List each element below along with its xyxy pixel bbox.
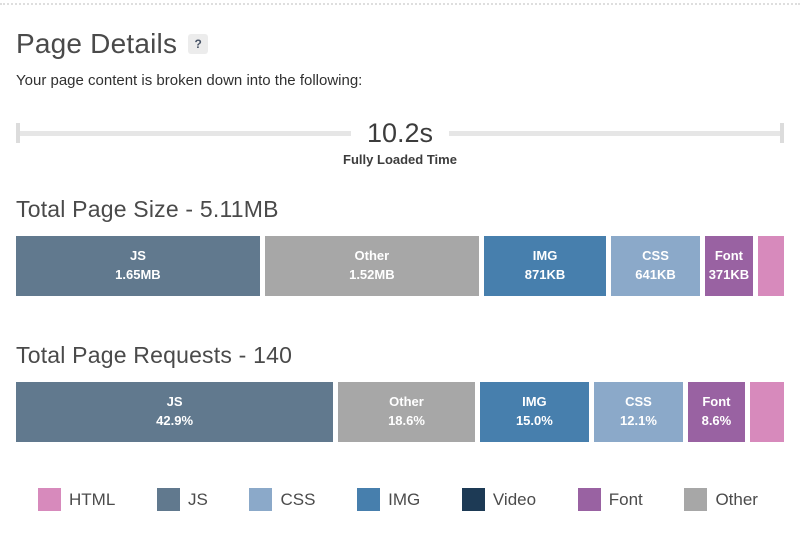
fully-loaded-time-label: Fully Loaded Time	[343, 151, 457, 167]
segment-label: Font 371KB	[708, 248, 750, 282]
segment-label: JS 42.9%	[156, 394, 194, 428]
size-segment-css: CSS 641KB	[611, 236, 700, 296]
segment-label: IMG 871KB	[524, 248, 566, 282]
legend: HTML JS CSS IMG Video Font Other	[16, 488, 784, 511]
segment-label: Other 1.52MB	[349, 248, 395, 282]
page-size-bar: JS 1.65MB Other 1.52MB IMG 871KB CSS 641…	[16, 236, 784, 296]
fully-loaded-time-value: 10.2s	[366, 117, 434, 148]
segment-label: CSS 641KB	[635, 248, 676, 282]
html-color-swatch	[38, 488, 61, 511]
legend-label: HTML	[69, 489, 116, 509]
segment-label: Other 18.6%	[388, 394, 425, 428]
css-color-swatch	[249, 488, 273, 511]
page-details-panel: Page Details ? Your page content is brok…	[0, 28, 800, 511]
legend-item-other: Other	[684, 488, 758, 511]
top-dotted-divider	[0, 3, 800, 5]
help-icon[interactable]: ?	[188, 34, 209, 54]
requests-segment-css: CSS 12.1%	[593, 382, 683, 442]
timeline-right-cap	[780, 123, 784, 143]
legend-item-css: CSS	[249, 488, 315, 511]
page-subtitle: Your page content is broken down into th…	[16, 72, 363, 89]
requests-segment-html	[749, 382, 784, 442]
video-color-swatch	[461, 488, 485, 511]
size-segment-img: IMG 871KB	[483, 236, 607, 296]
legend-item-font: Font	[577, 488, 643, 511]
timeline-center: 10.2s Fully Loaded Time	[343, 117, 457, 167]
size-segment-other: Other 1.52MB	[264, 236, 479, 296]
requests-segment-font: Font 8.6%	[688, 382, 745, 442]
page-title: Page Details	[16, 28, 178, 59]
requests-segment-js: JS 42.9%	[16, 382, 334, 442]
legend-label: CSS	[280, 489, 316, 509]
page-requests-bar: JS 42.9% Other 18.6% IMG 15.0% CSS 12.1%	[16, 382, 784, 442]
total-page-size-heading: Total Page Size - 5.11MB	[16, 196, 279, 222]
segment-label: IMG 15.0%	[515, 394, 553, 428]
header: Page Details ?	[16, 28, 784, 60]
fully-loaded-timeline: 10.2s Fully Loaded Time	[16, 118, 784, 167]
timeline-line-right	[449, 130, 780, 136]
requests-segment-other: Other 18.6%	[338, 382, 475, 442]
segment-label: JS 1.65MB	[115, 248, 161, 282]
js-color-swatch	[156, 488, 180, 511]
legend-item-video: Video	[461, 488, 537, 511]
img-color-swatch	[357, 488, 381, 511]
size-segment-font: Font 371KB	[704, 236, 754, 296]
font-color-swatch	[577, 488, 601, 511]
legend-label: JS	[187, 489, 208, 509]
total-page-requests-heading: Total Page Requests - 140	[16, 342, 293, 368]
size-segment-html	[758, 236, 784, 296]
timeline-left-cap	[16, 123, 20, 143]
segment-label: CSS 12.1%	[620, 394, 657, 428]
legend-item-js: JS	[156, 488, 208, 511]
legend-label: IMG	[388, 489, 421, 509]
legend-item-html: HTML	[38, 488, 115, 511]
legend-item-img: IMG	[357, 488, 420, 511]
legend-label: Other	[715, 489, 758, 509]
other-color-swatch	[684, 488, 708, 511]
legend-label: Video	[492, 489, 537, 509]
segment-label: Font 8.6%	[701, 394, 732, 428]
legend-label: Font	[608, 489, 643, 509]
timeline-line-left	[20, 130, 351, 136]
requests-segment-img: IMG 15.0%	[479, 382, 589, 442]
size-segment-js: JS 1.65MB	[16, 236, 260, 296]
